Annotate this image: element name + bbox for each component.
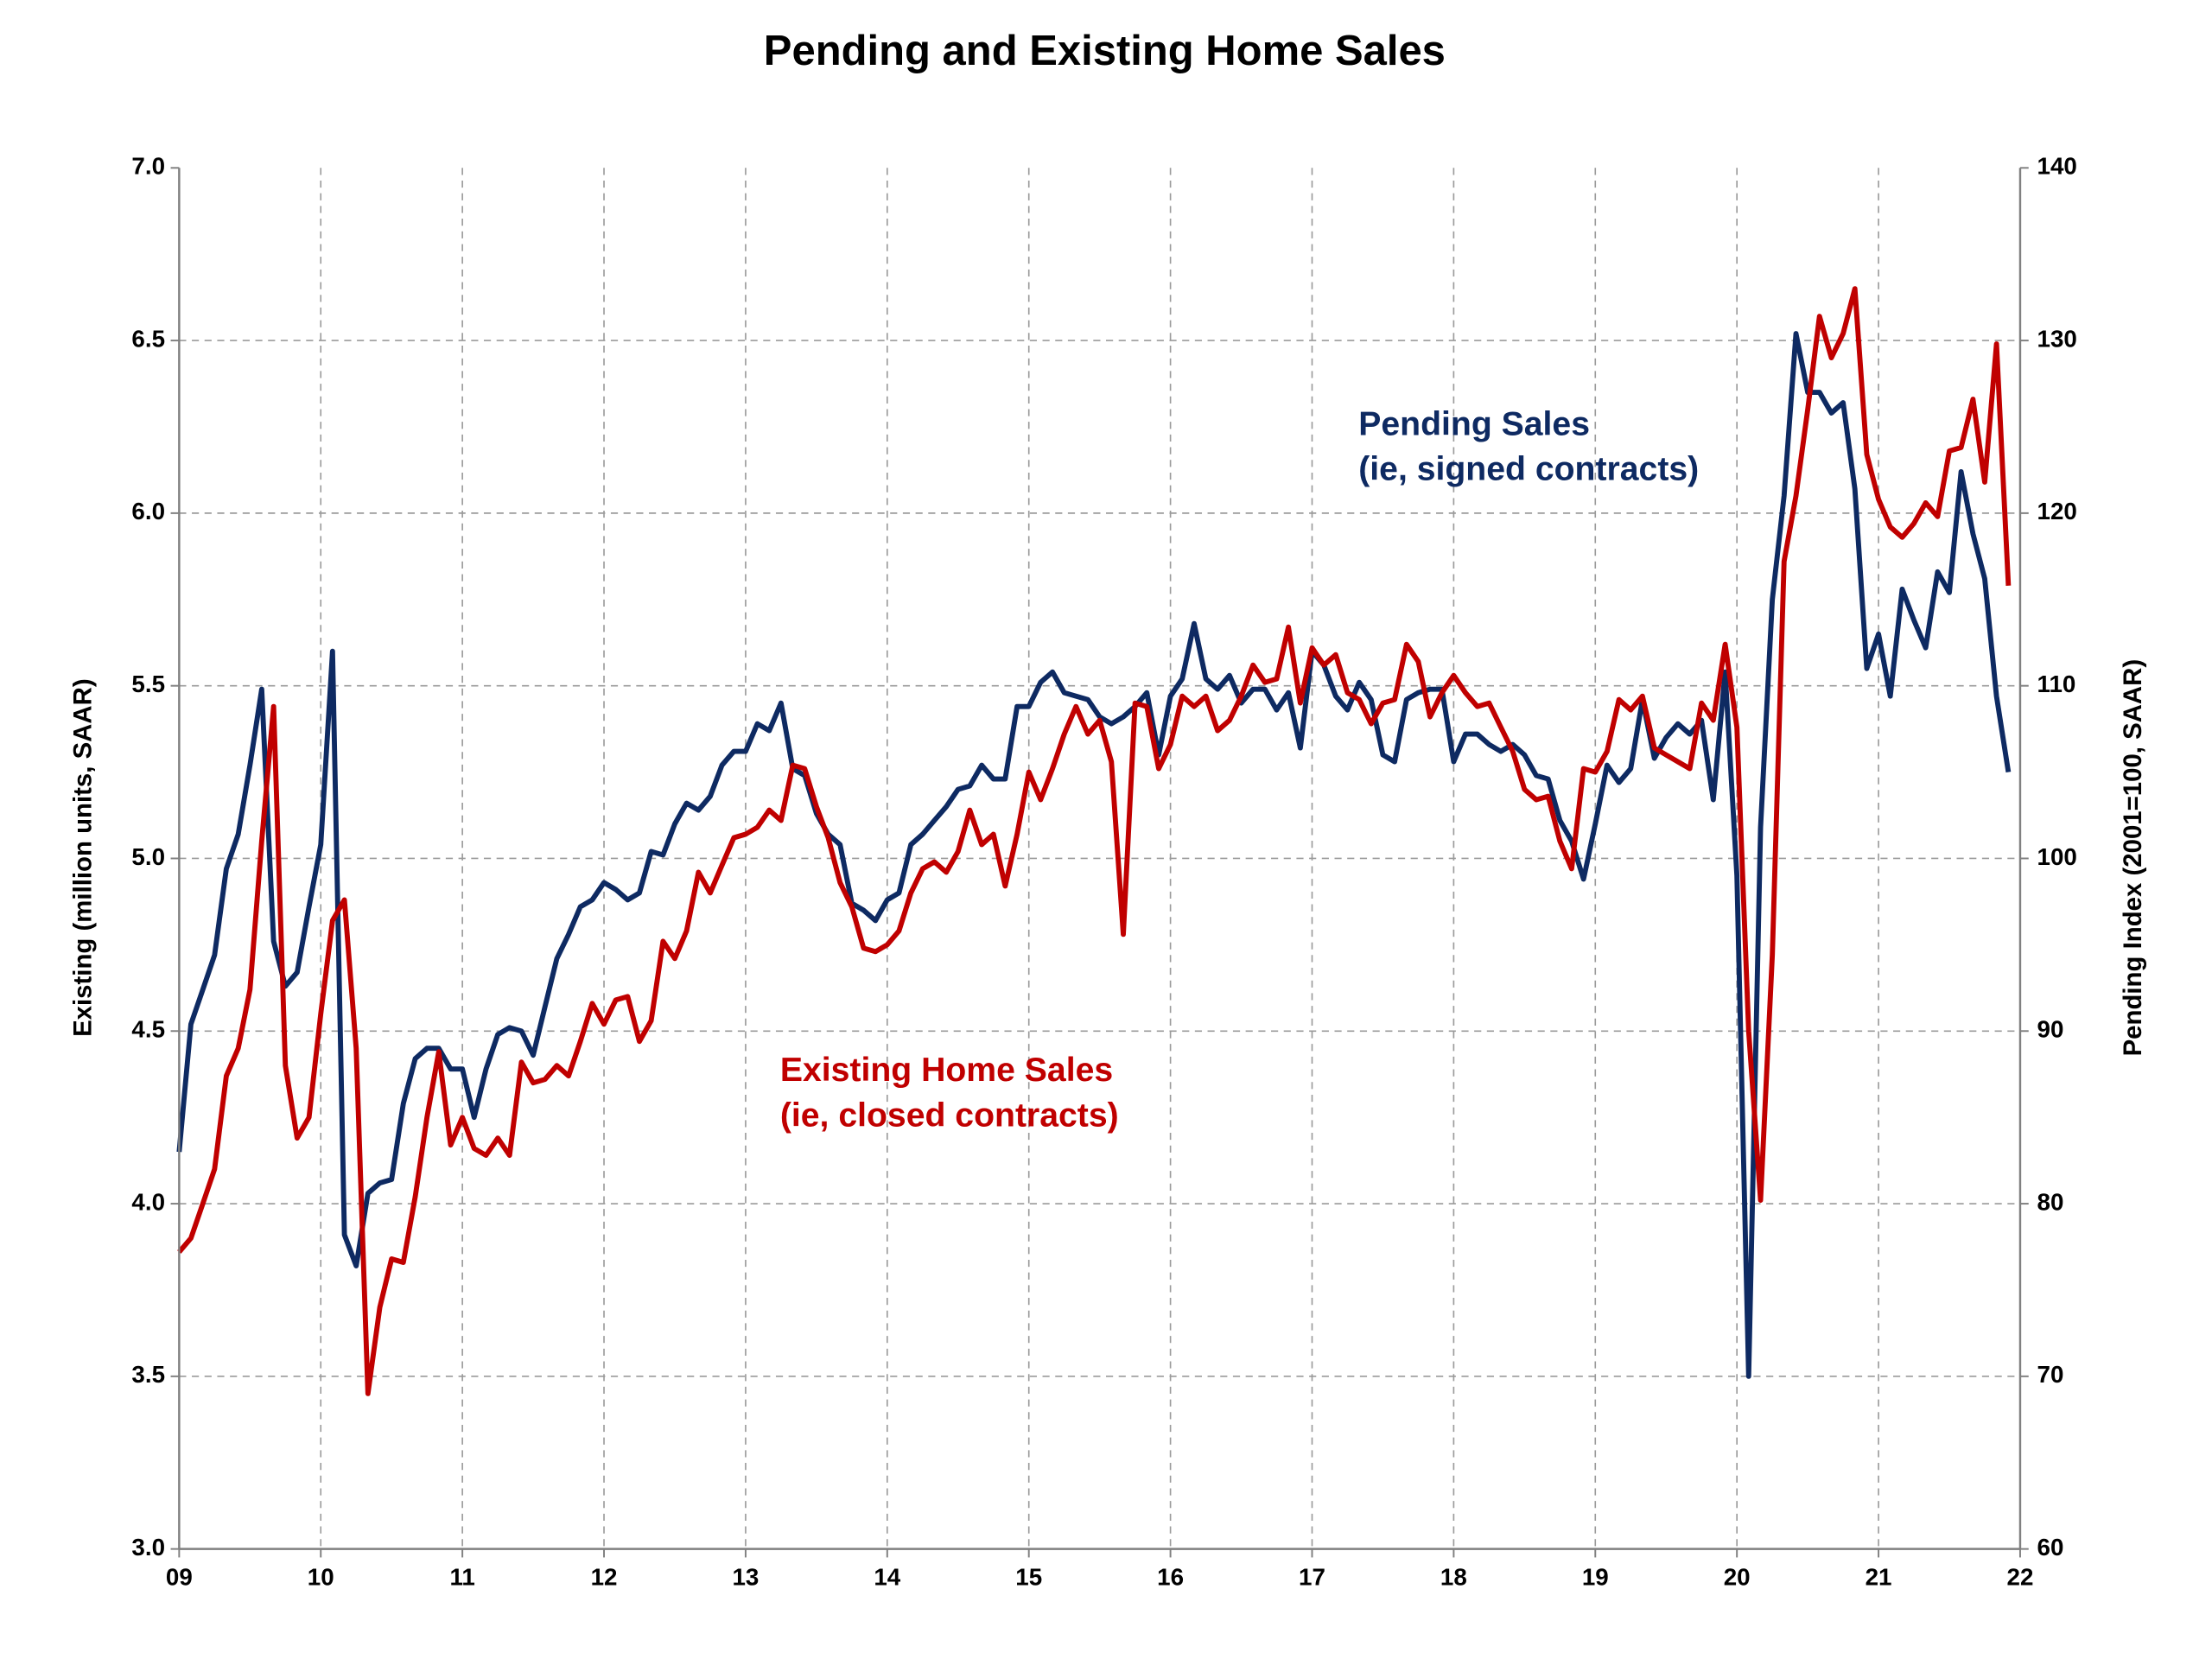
x-tick-label: 16	[1157, 1563, 1184, 1590]
y2-axis-title: Pending Index (2001=100, SAAR)	[2119, 659, 2147, 1057]
y2-tick-label: 110	[2037, 671, 2076, 697]
annotation: Existing Home Sales	[780, 1052, 1113, 1089]
y2-tick-label: 140	[2037, 153, 2077, 180]
annotation: (ie, signed contracts)	[1358, 451, 1699, 488]
y-tick-label: 3.5	[131, 1361, 165, 1388]
axes: 3.0 3.5 4.0 4.5 5.0 5.5 6.0 6.5 7.0 60 70 80 90 100 11…	[131, 153, 2076, 1591]
y-tick-label: 6.0	[131, 498, 165, 524]
y-tick-label: 7.0	[131, 153, 165, 180]
annotation: Pending Sales	[1358, 405, 1590, 442]
y2-tick-label: 130	[2037, 325, 2077, 352]
x-tick-label: 14	[874, 1563, 900, 1590]
x-tick-label: 13	[732, 1563, 759, 1590]
x-tick-label: 20	[1724, 1563, 1751, 1590]
annotation: (ie, closed contracts)	[780, 1096, 1119, 1134]
y-tick-label: 3.0	[131, 1534, 165, 1560]
x-tick-label: 17	[1299, 1563, 1325, 1590]
x-tick-label: 19	[1582, 1563, 1609, 1590]
y2-tick-label: 60	[2037, 1534, 2064, 1560]
y-tick-label: 4.5	[131, 1016, 165, 1043]
lines	[176, 286, 2012, 1396]
chart-title: Pending and Existing Home Sales	[764, 28, 1446, 74]
x-tick-label: 18	[1440, 1563, 1467, 1590]
x-tick-label: 15	[1015, 1563, 1042, 1590]
y-tick-label: 5.5	[131, 671, 165, 697]
y-tick-label: 5.0	[131, 843, 165, 870]
y2-tick-label: 100	[2037, 843, 2077, 870]
x-tick-label: 22	[2007, 1563, 2034, 1590]
x-tick-label: 09	[166, 1563, 193, 1590]
x-tick-label: 21	[1866, 1563, 1892, 1590]
y2-tick-label: 80	[2037, 1188, 2064, 1215]
series-line	[177, 286, 2012, 1396]
x-tick-label: 11	[449, 1563, 474, 1590]
grid	[179, 168, 2020, 1549]
y2-tick-label: 120	[2037, 498, 2077, 524]
y2-tick-label: 90	[2037, 1016, 2064, 1043]
y-tick-label: 4.0	[131, 1188, 165, 1215]
x-tick-label: 10	[308, 1563, 334, 1590]
y2-tick-label: 70	[2037, 1361, 2064, 1388]
y-tick-label: 6.5	[131, 325, 165, 352]
x-tick-label: 12	[591, 1563, 618, 1590]
series-line	[176, 331, 2012, 1379]
y-axis-title: Existing (million units, SAAR)	[69, 678, 98, 1037]
